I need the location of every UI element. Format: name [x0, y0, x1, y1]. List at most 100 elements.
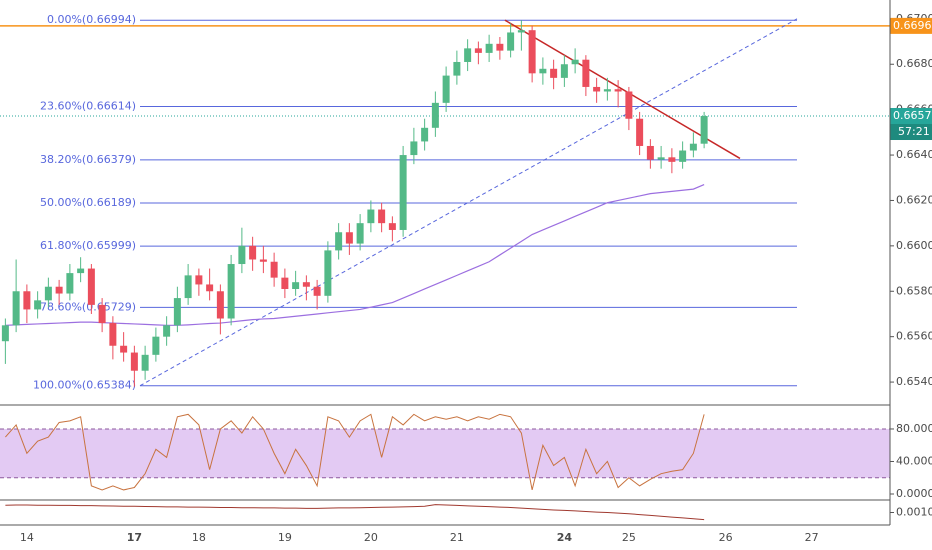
- candle-body: [206, 284, 214, 292]
- countdown-label: 57:21: [898, 125, 930, 138]
- candle-body: [668, 157, 676, 162]
- candle-body: [227, 264, 235, 319]
- candle-body: [87, 268, 95, 305]
- x-tick-label: 25: [622, 531, 636, 544]
- price-tag: [890, 108, 932, 125]
- candle-body: [302, 282, 310, 287]
- countdown-tag: [890, 124, 932, 141]
- fib-label: 38.20%(0.66379): [40, 153, 136, 166]
- moving-average: [5, 184, 705, 326]
- candle-body: [464, 48, 472, 62]
- x-tick-label: 20: [364, 531, 378, 544]
- candle-body: [345, 232, 353, 244]
- x-tick-label: 17: [127, 531, 142, 544]
- x-tick-label: 21: [450, 531, 464, 544]
- candle-body: [335, 232, 343, 251]
- candle-body: [539, 68, 547, 74]
- candle-body: [367, 209, 375, 224]
- y-tick-label: 80.0000: [896, 422, 932, 435]
- candle-body: [270, 261, 278, 278]
- candle-body: [431, 102, 439, 128]
- candle-body: [679, 150, 687, 162]
- candle-body: [442, 75, 450, 103]
- candle-body: [582, 59, 590, 87]
- candle-body: [55, 286, 63, 294]
- candle-body: [356, 223, 364, 244]
- candle-body: [195, 275, 203, 285]
- candle-body: [614, 89, 622, 92]
- candle-body: [44, 286, 52, 301]
- fib-label: 78.60%(0.65729): [40, 300, 136, 313]
- candle-body: [603, 89, 611, 92]
- candle-body: [34, 300, 42, 310]
- candle-body: [141, 354, 149, 371]
- candle-body: [399, 155, 407, 230]
- candle-body: [130, 352, 138, 371]
- candle-body: [700, 116, 708, 144]
- candle-body: [98, 304, 106, 324]
- y-tick-label: 0.0000: [896, 487, 932, 500]
- candle-body: [593, 86, 601, 92]
- band: [0, 428, 890, 478]
- candle-body: [657, 157, 665, 160]
- y-tick-label: 40.0000: [896, 454, 932, 467]
- indicator-line: [5, 504, 705, 521]
- candle-body: [453, 61, 461, 76]
- candle-body: [152, 336, 160, 355]
- candle-body: [77, 268, 85, 274]
- x-tick-label: 27: [805, 531, 819, 544]
- candle-body: [474, 48, 482, 53]
- fib-label: 23.60%(0.66614): [40, 99, 136, 112]
- candle-body: [421, 127, 429, 142]
- candle-body: [496, 43, 504, 51]
- candle-body: [259, 259, 267, 262]
- fib-label: 0.00%(0.66994): [47, 13, 136, 26]
- candle-body: [324, 250, 332, 296]
- x-tick-label: 18: [192, 531, 206, 544]
- candle-body: [292, 282, 300, 289]
- candle-body: [313, 286, 321, 296]
- candle-body: [173, 298, 181, 326]
- candle-body: [485, 43, 493, 53]
- fib-label: 61.80%(0.65999): [40, 239, 136, 252]
- price-tag-label: 0.66572: [893, 109, 932, 122]
- candle-body: [238, 245, 246, 265]
- candle-body: [281, 277, 289, 289]
- candle-body: [689, 143, 697, 151]
- candle-body: [517, 30, 525, 33]
- candle-body: [184, 275, 192, 299]
- candle-body: [646, 145, 654, 160]
- candle-body: [571, 59, 579, 65]
- candle-body: [528, 30, 536, 74]
- candle-body: [23, 291, 31, 310]
- x-tick-label: 14: [20, 531, 34, 544]
- price-tag-label: 0.66969: [893, 19, 932, 32]
- candle-body: [560, 64, 568, 78]
- y-tick-label: 0.0010: [896, 506, 932, 519]
- price-tag: [890, 17, 932, 34]
- candle-body: [12, 291, 20, 326]
- candle-body: [550, 68, 558, 78]
- candle-body: [636, 118, 644, 146]
- candle-body: [109, 323, 117, 346]
- candle-body: [1, 325, 9, 342]
- candle-body: [625, 91, 633, 119]
- fib-label: 50.00%(0.66189): [40, 196, 136, 209]
- indicator-line: [5, 413, 705, 491]
- candle-body: [216, 291, 224, 319]
- x-tick-label: 24: [557, 531, 573, 544]
- candle-body: [388, 223, 396, 230]
- x-tick-label: 26: [719, 531, 733, 544]
- candle-body: [66, 273, 74, 294]
- candle-body: [507, 32, 515, 51]
- x-tick-label: 19: [278, 531, 292, 544]
- fib-label: 100.00%(0.65384): [33, 379, 136, 392]
